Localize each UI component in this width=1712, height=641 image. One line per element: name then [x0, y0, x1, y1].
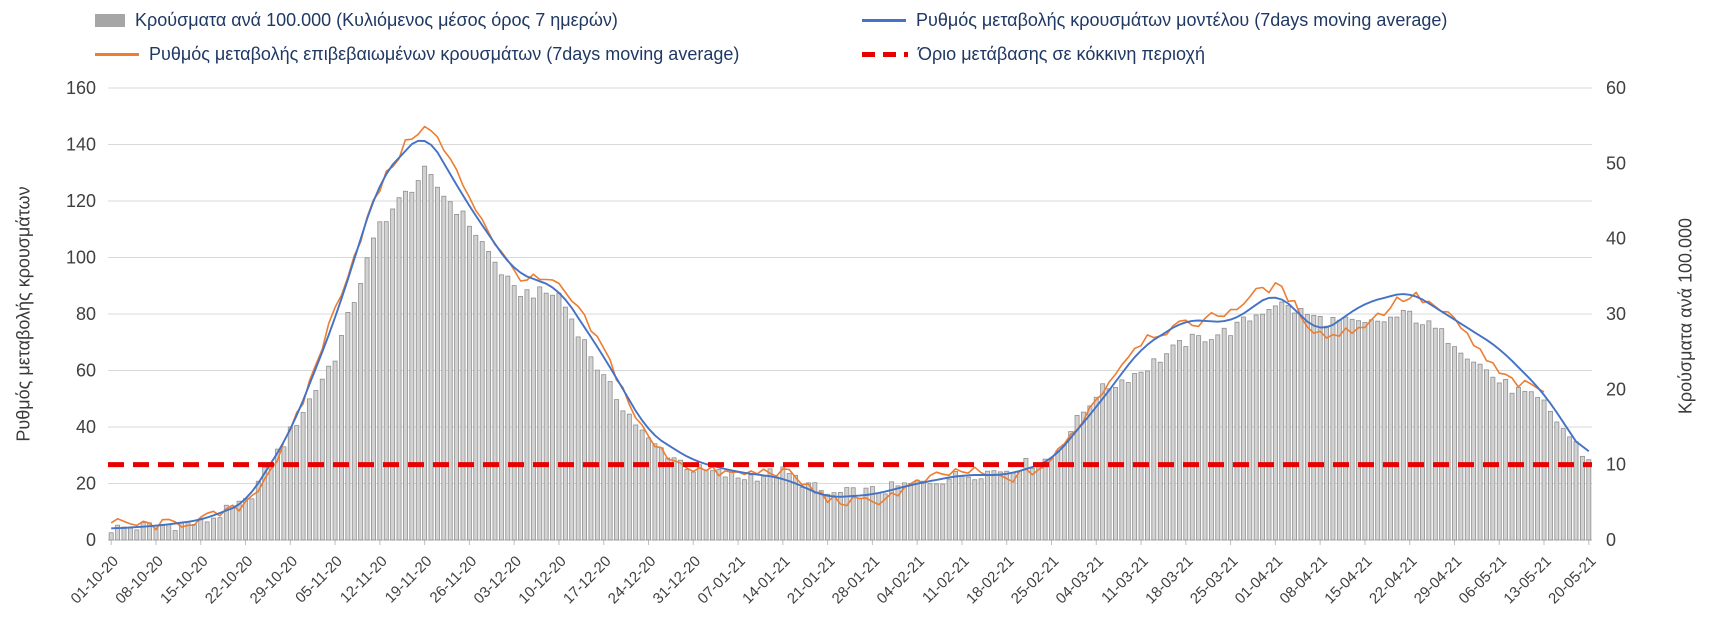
svg-text:160: 160: [66, 78, 96, 98]
svg-text:15-04-21: 15-04-21: [1321, 553, 1375, 607]
confirmed-line-legend-swatch: [95, 53, 139, 56]
svg-text:20: 20: [76, 474, 96, 494]
svg-text:10: 10: [1606, 455, 1626, 475]
svg-text:13-05-21: 13-05-21: [1500, 553, 1554, 607]
model-cases-line: [111, 139, 1590, 530]
svg-text:28-01-21: 28-01-21: [829, 553, 883, 607]
svg-text:08-04-21: 08-04-21: [1276, 553, 1330, 607]
svg-text:15-10-20: 15-10-20: [157, 553, 211, 607]
svg-text:05-11-20: 05-11-20: [292, 553, 346, 607]
svg-text:30: 30: [1606, 304, 1626, 324]
svg-text:80: 80: [76, 304, 96, 324]
svg-text:12-11-20: 12-11-20: [337, 553, 391, 607]
svg-text:08-10-20: 08-10-20: [112, 553, 166, 607]
svg-text:20-05-21: 20-05-21: [1545, 553, 1599, 607]
svg-text:60: 60: [1606, 78, 1626, 98]
svg-text:26-11-20: 26-11-20: [427, 553, 481, 607]
legend-label-model-line: Ρυθμός μεταβολής κρουσμάτων μοντέλου (7d…: [916, 10, 1448, 30]
legend-label-cases-bars: Κρούσματα ανά 100.000 (Κυλιόμενος μέσος …: [135, 10, 618, 30]
threshold-legend-swatch: [862, 52, 908, 57]
svg-text:11-02-21: 11-02-21: [919, 553, 973, 607]
svg-text:0: 0: [1606, 530, 1616, 550]
svg-text:29-10-20: 29-10-20: [247, 553, 301, 607]
x-axis-tick-labels: 01-10-2008-10-2015-10-2022-10-2029-10-20…: [68, 540, 1600, 607]
svg-text:140: 140: [66, 135, 96, 155]
svg-text:31-12-20: 31-12-20: [650, 553, 704, 607]
svg-text:22-10-20: 22-10-20: [202, 553, 256, 607]
svg-text:19-11-20: 19-11-20: [382, 553, 436, 607]
svg-text:120: 120: [66, 191, 96, 211]
legend-label-threshold: Όριο μετάβασης σε κόκκινη περιοχή: [918, 44, 1206, 64]
bars-legend-swatch: [95, 14, 125, 27]
svg-text:50: 50: [1606, 153, 1626, 173]
svg-text:01-10-20: 01-10-20: [68, 553, 122, 607]
svg-text:60: 60: [76, 361, 96, 381]
svg-text:100: 100: [66, 248, 96, 268]
svg-text:0: 0: [86, 530, 96, 550]
svg-text:21-01-21: 21-01-21: [784, 553, 838, 607]
svg-text:17-12-20: 17-12-20: [560, 553, 614, 607]
svg-text:18-03-21: 18-03-21: [1142, 553, 1196, 607]
legend-label-confirmed-line: Ρυθμός μεταβολής επιβεβαιωμένων κρουσμάτ…: [149, 44, 740, 64]
svg-text:04-03-21: 04-03-21: [1053, 553, 1107, 607]
svg-text:20: 20: [1606, 379, 1626, 399]
svg-text:11-03-21: 11-03-21: [1098, 553, 1152, 607]
confirmed-cases-line: [110, 125, 1545, 531]
svg-text:25-03-21: 25-03-21: [1187, 553, 1241, 607]
svg-text:22-04-21: 22-04-21: [1366, 553, 1420, 607]
right-axis-tick-labels: 0 10 20 30 40 50 60: [1606, 78, 1626, 550]
svg-text:40: 40: [1606, 229, 1626, 249]
legend-item-threshold: Όριο μετάβασης σε κόκκινη περιοχή: [862, 44, 1205, 65]
svg-text:40: 40: [76, 417, 96, 437]
svg-text:29-04-21: 29-04-21: [1411, 553, 1465, 607]
svg-text:24-12-20: 24-12-20: [605, 553, 659, 607]
svg-text:06-05-21: 06-05-21: [1456, 553, 1510, 607]
svg-text:14-01-21: 14-01-21: [739, 553, 793, 607]
svg-text:07-01-21: 07-01-21: [694, 553, 748, 607]
legend-item-cases-bars: Κρούσματα ανά 100.000 (Κυλιόμενος μέσος …: [95, 10, 618, 31]
svg-text:10-12-20: 10-12-20: [515, 553, 569, 607]
left-axis-tick-labels: 0 20 40 60 80 100 120 140 160: [66, 78, 96, 550]
svg-text:03-12-20: 03-12-20: [471, 553, 525, 607]
legend-item-confirmed-line: Ρυθμός μεταβολής επιβεβαιωμένων κρουσμάτ…: [95, 44, 739, 65]
model-line-legend-swatch: [862, 19, 906, 22]
svg-text:25-02-21: 25-02-21: [1008, 553, 1062, 607]
svg-text:01-04-21: 01-04-21: [1232, 553, 1286, 607]
bars-series: [108, 165, 1592, 541]
svg-text:04-02-21: 04-02-21: [874, 553, 928, 607]
legend-item-model-line: Ρυθμός μεταβολής κρουσμάτων μοντέλου (7d…: [862, 10, 1447, 31]
svg-text:18-02-21: 18-02-21: [963, 553, 1017, 607]
